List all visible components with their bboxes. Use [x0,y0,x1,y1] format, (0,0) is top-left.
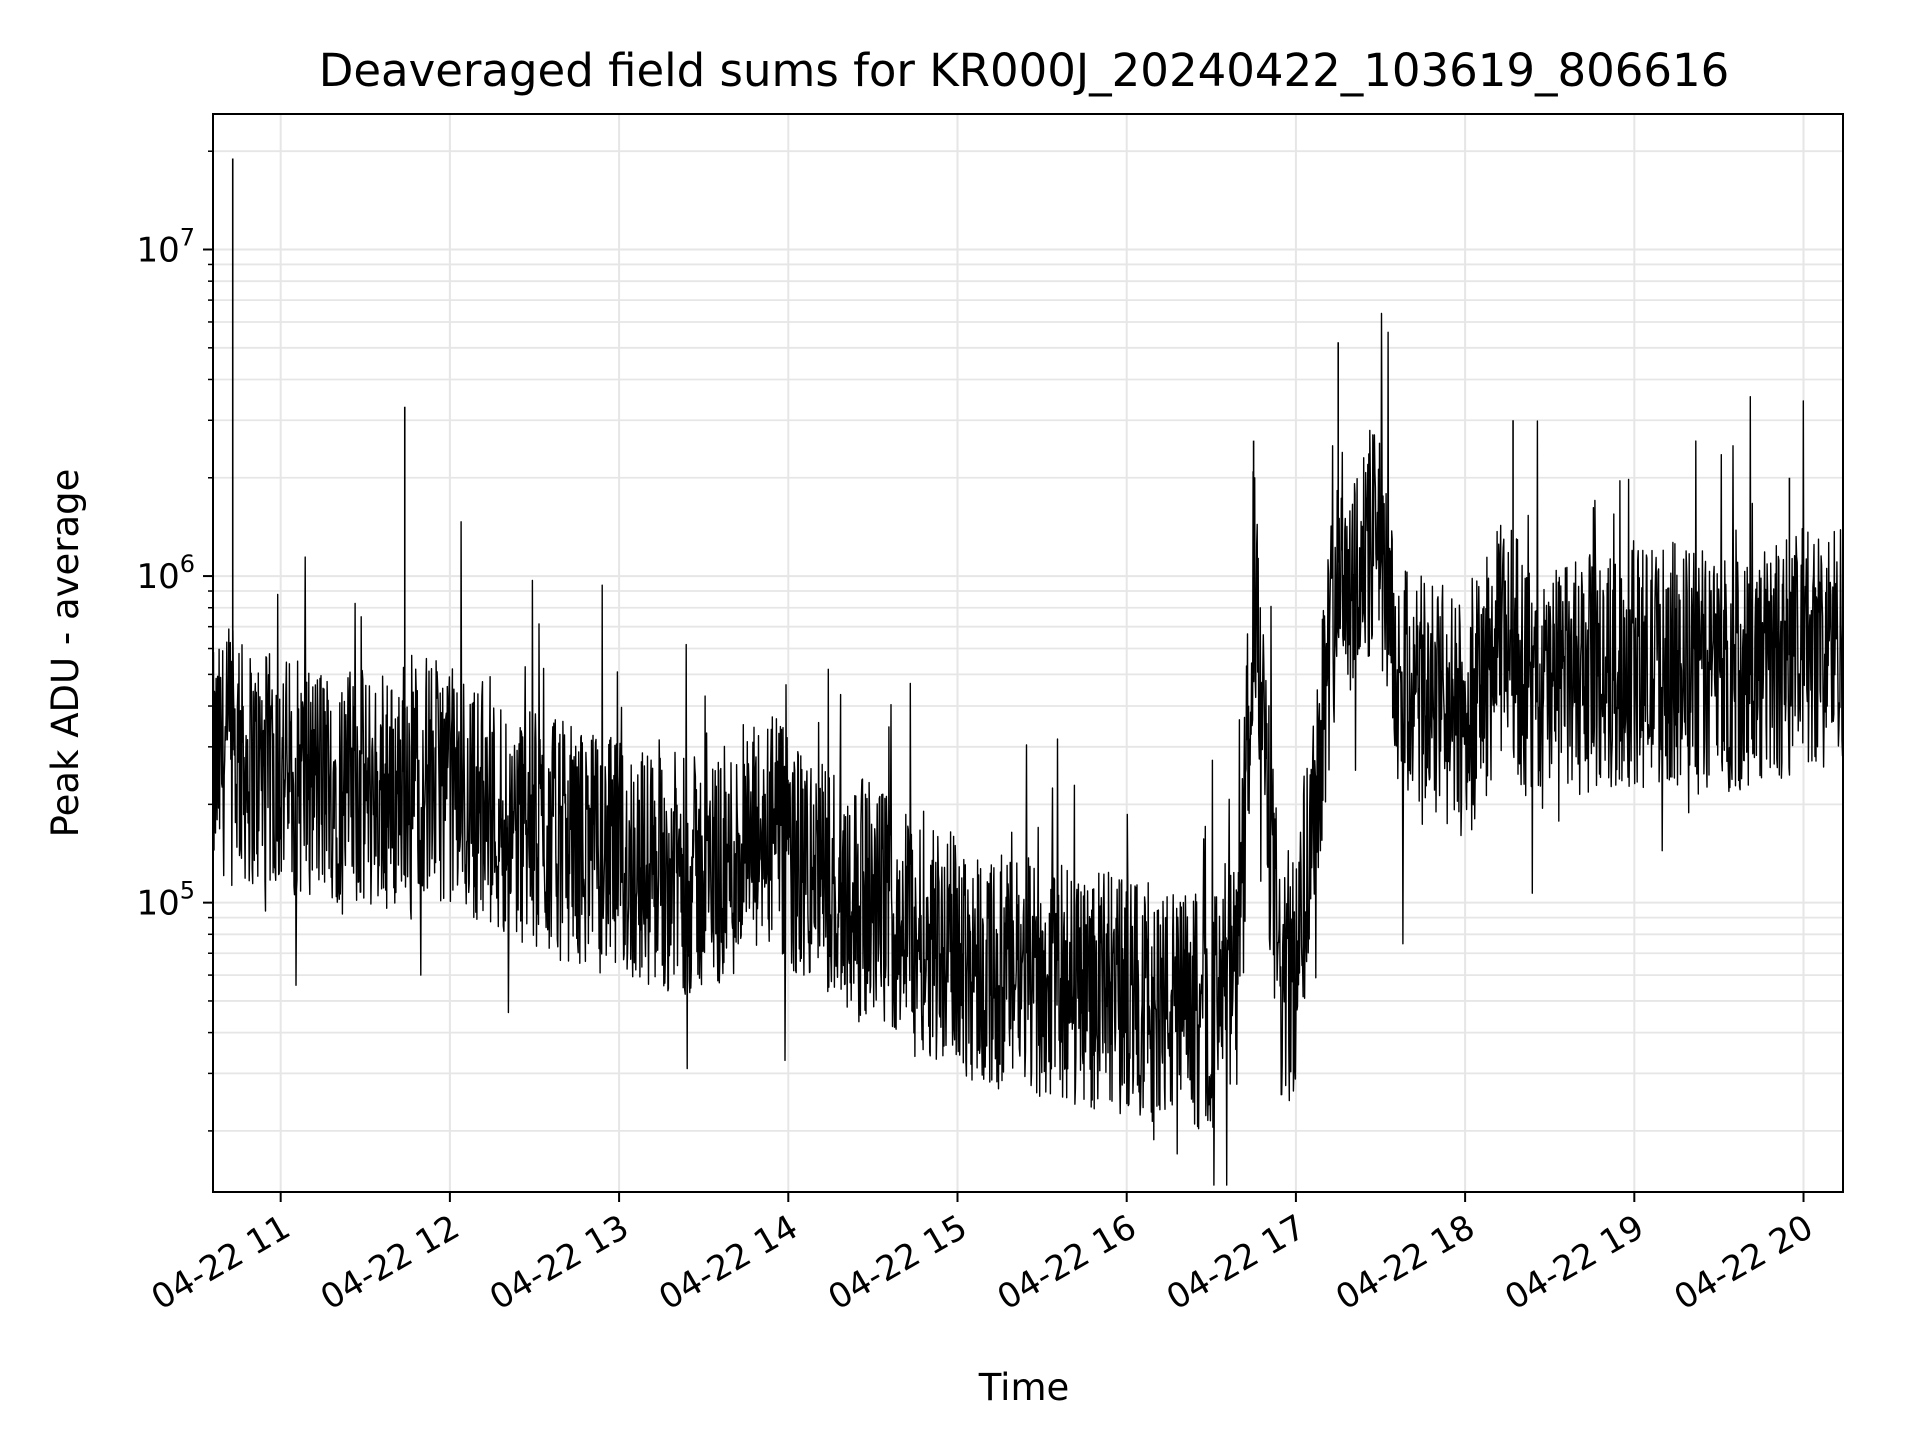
y-tick-label: 107 [136,224,195,271]
y-axis: 105 106 107 [136,150,213,1132]
plot-area [212,158,1844,1186]
y-axis-label: Peak ADU - average [44,469,87,838]
y-tick-label: 106 [136,550,195,597]
y-tick-label: 105 [136,877,195,924]
x-axis-label: Time [978,1366,1070,1409]
chart-title: Deaveraged field sums for KR000J_2024042… [319,44,1730,97]
plot-frame [212,113,1844,1193]
series-line [212,312,1844,1186]
